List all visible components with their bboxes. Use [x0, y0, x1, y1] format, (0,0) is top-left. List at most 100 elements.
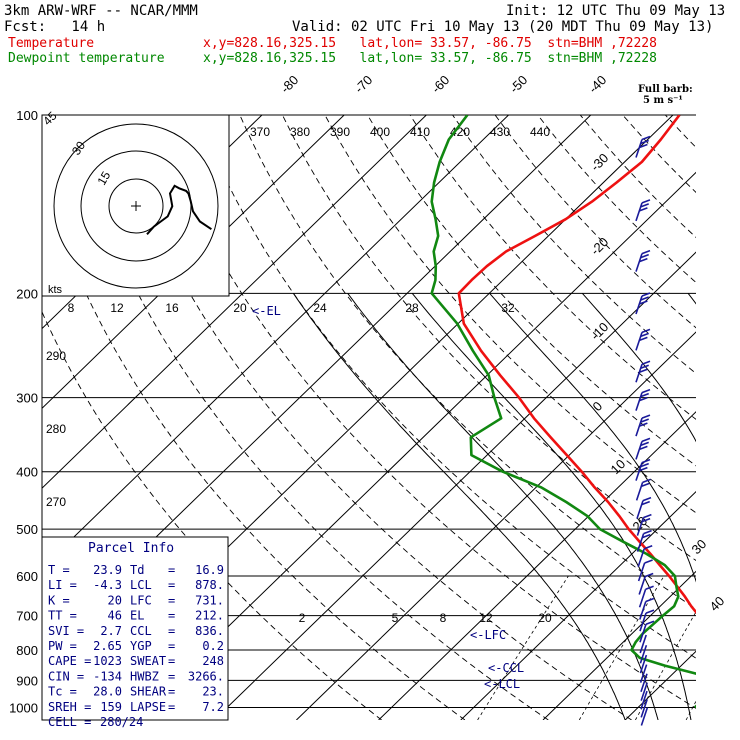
- wind-barb-flag: [641, 517, 651, 523]
- parcel-value: LI =: [48, 578, 77, 592]
- theta-e-label: 370: [250, 125, 270, 139]
- temperature-scale-label: 28: [405, 301, 419, 315]
- dry-adiabat-line: [367, 115, 696, 467]
- wind-barb-flag: [639, 396, 648, 402]
- parcel-cell-value: 280/24: [100, 715, 143, 729]
- mixing-ratio-line: [635, 611, 696, 720]
- temperature-scale-label: 8: [68, 301, 75, 315]
- theta-e-label: 440: [530, 125, 550, 139]
- dry-adiabat-line: [664, 115, 696, 149]
- wind-barb-flag: [640, 139, 649, 145]
- isotherm-label: -80: [278, 72, 302, 96]
- level-marker: <-CCL: [488, 661, 524, 675]
- parcel-value: 159: [100, 700, 122, 714]
- wind-barb-staff: [635, 332, 643, 351]
- isotherm-line: [296, 331, 696, 720]
- wind-barb-flag: [640, 418, 649, 423]
- wind-barb-flag: [639, 368, 648, 373]
- parcel-box-frame: [41, 536, 229, 721]
- parcel-value: 836.: [195, 624, 224, 638]
- wind-barb-flag: [643, 513, 652, 519]
- temperature-scale-label: 16: [165, 301, 179, 315]
- isotherm-label: -40: [586, 72, 610, 96]
- hodograph-ring: [53, 123, 219, 289]
- parcel-value: Tc =: [48, 685, 77, 699]
- wind-barb-staff: [638, 576, 646, 595]
- dry-adiabat-line: [708, 115, 740, 720]
- theta-e-label: 420: [450, 125, 470, 139]
- moist-adiabat-line: [489, 292, 696, 583]
- pressure-label: 1000: [9, 700, 38, 715]
- isotherm-line: [42, 115, 427, 489]
- pressure-label: 600: [16, 569, 38, 584]
- level-marker: <-LCL: [484, 677, 520, 691]
- wind-barb-flag: [639, 207, 648, 212]
- wind-barb-flag: [640, 296, 649, 301]
- dry-adiabat-line: [239, 115, 696, 610]
- parcel-value: 878.: [195, 578, 224, 592]
- isotherm-line: [213, 251, 696, 720]
- parcel-value: Td: [130, 563, 144, 577]
- wind-barb-flag: [639, 445, 648, 451]
- wind-barb-staff: [639, 664, 648, 683]
- wind-barb-staff: [640, 699, 648, 718]
- wind-barb-staff: [640, 707, 649, 726]
- wind-barb-flag: [645, 585, 654, 591]
- parcel-value: YGP: [130, 639, 152, 653]
- theta-label: 280: [46, 422, 66, 436]
- parcel-value: 1023: [93, 654, 122, 668]
- mixing-ratio-label: 20: [538, 611, 552, 625]
- wind-barb-staff: [639, 634, 647, 654]
- wind-barb-flag: [641, 199, 651, 204]
- temperature-scale-label: 32: [501, 301, 515, 315]
- wind-barb-staff: [635, 482, 644, 501]
- parcel-value: =: [168, 685, 175, 699]
- parcel-value: =: [168, 654, 175, 668]
- parcel-value: -4.3: [93, 578, 122, 592]
- wind-barb-flag: [642, 533, 651, 539]
- mixing-ratio-label: 5: [392, 611, 399, 625]
- parcel-value: =: [168, 624, 175, 638]
- wind-barb-flag: [641, 360, 651, 365]
- parcel-value: =: [168, 578, 175, 592]
- parcel-info-panel: Parcel Info T = 23.9 Td = 16.9 LI = -4.3 LCL = 878…: [41, 536, 229, 729]
- wind-barb-staff: [639, 601, 647, 620]
- wind-barb-staff: [635, 392, 643, 411]
- parcel-value: EL: [130, 609, 144, 623]
- wind-barb-staff: [640, 690, 648, 710]
- isotherm-label: -20: [588, 234, 612, 258]
- dewpoint-legend-label: Dewpoint temperature: [8, 51, 165, 66]
- barb-legend-line1: Full barb:: [638, 84, 693, 95]
- wind-barb-flag: [641, 437, 651, 443]
- mixing-ratio-label: 2: [299, 611, 306, 625]
- isotherm-label: -70: [352, 72, 376, 96]
- moist-adiabat-line: [347, 293, 659, 720]
- wind-barb-flag: [639, 300, 648, 305]
- wind-barb-flag: [639, 257, 648, 263]
- hodograph-trace: [146, 184, 212, 235]
- hodograph-ring: [108, 178, 164, 234]
- pressure-label: 500: [16, 522, 38, 537]
- pressure-label: 100: [16, 108, 38, 123]
- parcel-value: T =: [48, 563, 70, 577]
- pressure-label: 200: [16, 286, 38, 301]
- moist-adiabat-line: [292, 293, 626, 720]
- dry-adiabat-line: [409, 115, 696, 420]
- wind-barb-flag: [645, 597, 655, 603]
- isotherm-line: [131, 171, 696, 720]
- hodograph-units: kts: [48, 284, 63, 296]
- wind-barb-flag: [639, 422, 648, 427]
- wind-barb-flag: [642, 496, 652, 502]
- wind-barb-staff: [635, 202, 643, 222]
- wind-barb-staff: [639, 624, 647, 643]
- wind-barb-staff: [635, 253, 643, 272]
- wind-barb-staff: [636, 517, 645, 536]
- wind-barb-flag: [641, 388, 651, 394]
- isotherm-label: 10: [608, 456, 629, 477]
- parcel-value: -134: [93, 669, 122, 683]
- forecast-hour: Fcst: 14 h: [4, 19, 106, 35]
- level-marker: <-EL: [252, 304, 281, 318]
- parcel-value: 0.2: [202, 639, 224, 653]
